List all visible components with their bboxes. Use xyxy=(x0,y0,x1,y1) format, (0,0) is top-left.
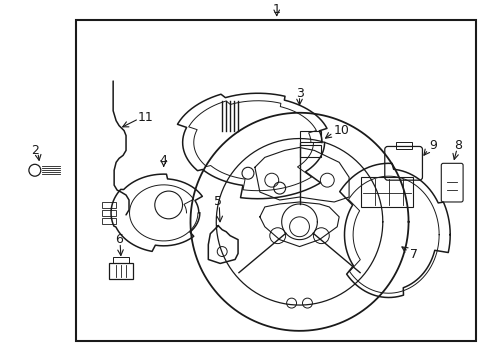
Text: 11: 11 xyxy=(138,111,154,124)
Text: 6: 6 xyxy=(115,233,123,246)
Bar xyxy=(101,202,116,208)
Bar xyxy=(299,131,321,143)
Bar xyxy=(361,177,413,207)
Bar xyxy=(101,210,116,216)
Text: 10: 10 xyxy=(333,124,349,137)
Text: 5: 5 xyxy=(214,195,222,208)
Text: 3: 3 xyxy=(295,87,303,100)
Bar xyxy=(299,145,321,157)
Bar xyxy=(396,141,412,149)
Text: 9: 9 xyxy=(429,139,437,152)
Text: 2: 2 xyxy=(31,144,39,157)
Text: 1: 1 xyxy=(273,3,281,16)
Bar xyxy=(113,257,129,264)
Text: 7: 7 xyxy=(410,248,417,261)
Bar xyxy=(76,19,476,341)
Bar xyxy=(109,264,133,279)
Bar xyxy=(101,218,116,224)
Text: 8: 8 xyxy=(454,139,462,152)
Text: 4: 4 xyxy=(160,154,168,167)
